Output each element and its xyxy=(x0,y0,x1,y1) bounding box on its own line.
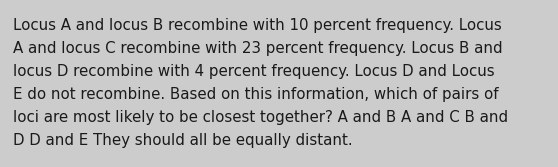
Text: A and locus C recombine with 23 percent frequency. Locus B and: A and locus C recombine with 23 percent … xyxy=(13,41,503,56)
Text: E do not recombine. Based on this information, which of pairs of: E do not recombine. Based on this inform… xyxy=(13,87,499,102)
Text: Locus A and locus B recombine with 10 percent frequency. Locus: Locus A and locus B recombine with 10 pe… xyxy=(13,18,502,33)
Text: D D and E They should all be equally distant.: D D and E They should all be equally dis… xyxy=(13,133,353,148)
Text: loci are most likely to be closest together? A and B A and C B and: loci are most likely to be closest toget… xyxy=(13,110,508,125)
Text: locus D recombine with 4 percent frequency. Locus D and Locus: locus D recombine with 4 percent frequen… xyxy=(13,64,494,79)
